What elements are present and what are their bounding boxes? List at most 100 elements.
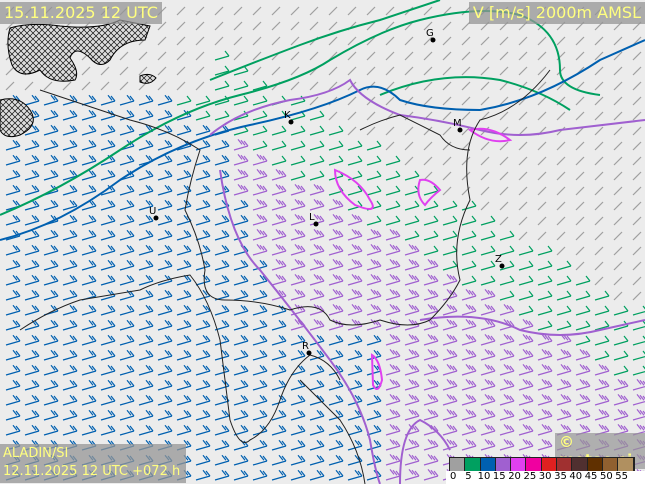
wind-barb (518, 171, 528, 181)
wind-barb (328, 229, 344, 241)
wind-barb (499, 216, 509, 226)
wind-barb (233, 289, 249, 301)
wind-barb (214, 289, 230, 301)
wind-barb (518, 51, 528, 61)
wind-barb (157, 259, 173, 271)
wind-barb (480, 275, 496, 286)
wind-barb (62, 394, 78, 406)
wind-barb (575, 156, 585, 166)
wind-barb (119, 66, 129, 76)
wind-barb (385, 6, 395, 16)
wind-barb (518, 424, 534, 436)
wind-barb (233, 439, 249, 451)
wind-barb (404, 394, 420, 406)
wind-barb (499, 334, 515, 346)
wind-barb (347, 349, 363, 361)
wind-barb (24, 349, 40, 361)
wind-barb (537, 305, 553, 316)
wind-barb (309, 229, 325, 241)
wind-barb (499, 394, 515, 406)
wind-barb (594, 350, 610, 361)
wind-barb (195, 394, 211, 406)
wind-barb (195, 469, 211, 481)
wind-barb (366, 244, 382, 256)
wind-barb (404, 349, 420, 361)
wind-barb (594, 320, 610, 331)
wind-barb (347, 81, 357, 91)
wind-barb (43, 154, 59, 166)
wind-barb (461, 156, 471, 166)
wind-barb (100, 81, 110, 91)
wind-barb (480, 66, 490, 76)
wind-barb (537, 245, 553, 256)
wind-barb (157, 66, 167, 76)
wind-barb (24, 124, 40, 136)
wind-barb (252, 439, 268, 451)
wind-barb (271, 6, 281, 16)
wind-barb (309, 6, 319, 16)
wind-barb (119, 124, 135, 136)
wind-barb (214, 334, 230, 346)
wind-barb (537, 66, 547, 76)
wind-barb (480, 304, 496, 316)
wind-barb (632, 186, 642, 196)
wind-barb (157, 289, 173, 301)
wind-barb (537, 349, 553, 361)
wind-barb (271, 244, 287, 256)
wind-barb (290, 244, 306, 256)
wind-barb (157, 199, 173, 211)
wind-barb (366, 259, 382, 271)
wind-barb (404, 469, 420, 481)
wind-barb (461, 304, 477, 316)
wind-barb (81, 66, 91, 76)
wind-barb (537, 260, 553, 271)
wind-barb (442, 66, 452, 76)
wind-barb (195, 409, 211, 421)
wind-barb (461, 126, 471, 136)
wind-barb (518, 231, 528, 241)
wind-barb (480, 379, 496, 391)
wind-barb (290, 304, 306, 316)
wind-barb (138, 409, 154, 421)
wind-barb (480, 349, 496, 361)
wind-barb (518, 201, 528, 211)
legend-swatch (526, 458, 542, 471)
wind-barb (537, 51, 547, 61)
wind-barb (252, 229, 268, 241)
wind-barb (404, 379, 420, 391)
wind-barb (461, 96, 471, 106)
wind-barb (233, 454, 249, 466)
legend-swatch (572, 458, 588, 471)
wind-barb (309, 319, 325, 331)
wind-barb (556, 231, 566, 241)
wind-barb (499, 275, 515, 286)
wind-barb (233, 349, 249, 361)
wind-barb (5, 334, 21, 346)
wind-barb (5, 169, 21, 181)
wind-barb (214, 304, 230, 316)
wind-barb (5, 81, 15, 91)
wind-barb (461, 319, 477, 331)
wind-barb (309, 125, 325, 136)
city-label: G (426, 28, 434, 39)
wind-barb (119, 184, 135, 196)
wind-barb (43, 319, 59, 331)
wind-barb (138, 379, 154, 391)
wind-barb (404, 170, 420, 181)
wind-barb (214, 409, 230, 421)
wind-barb (271, 199, 287, 211)
wind-barb (252, 125, 268, 136)
wind-barb (385, 141, 395, 151)
wind-barb (613, 305, 629, 316)
wind-barb (24, 81, 34, 91)
wind-barb (176, 36, 186, 46)
wind-barb (404, 439, 420, 451)
wind-barb (556, 260, 572, 271)
wind-barb (594, 231, 604, 241)
wind-barb (404, 289, 420, 301)
wind-barb (176, 6, 186, 16)
wind-barb (385, 274, 401, 286)
wind-barb (43, 289, 59, 301)
wind-barb (100, 244, 116, 256)
wind-barb (537, 96, 547, 106)
